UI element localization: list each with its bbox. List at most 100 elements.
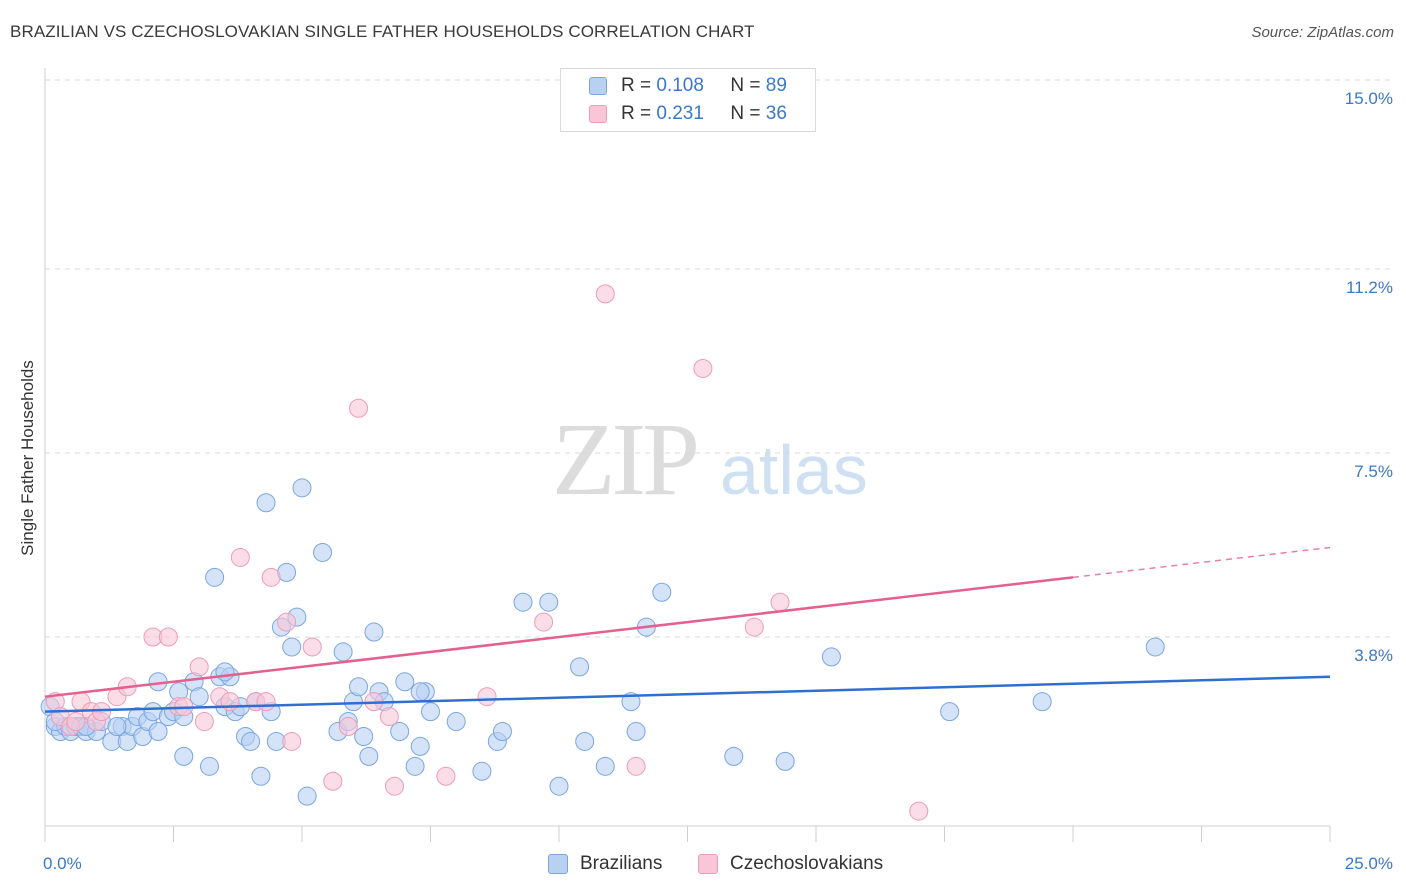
czechoslovakian-point (595, 284, 615, 304)
x-tick-label: 0.0% (43, 854, 82, 873)
brazilian-point (410, 682, 430, 702)
brazilian-point (940, 702, 960, 722)
brazilian-point (313, 542, 333, 562)
brazilian-point (189, 687, 209, 707)
czechoslovakian-point (189, 657, 209, 677)
brazilian-point (199, 756, 219, 776)
brazilian-point (333, 642, 353, 662)
czechoslovakian-point (626, 756, 646, 776)
chart-title: BRAZILIAN VS CZECHOSLOVAKIAN SINGLE FATH… (10, 22, 755, 41)
czechoslovakian-point (261, 567, 281, 587)
brazilian-point (241, 731, 261, 751)
brazilian-point (549, 776, 569, 796)
brazilian-point (626, 722, 646, 742)
czechoslovakian-point (338, 717, 358, 737)
bottom-legend-brazilians: Brazilians (548, 851, 662, 877)
brazilian-point (405, 756, 425, 776)
y-tick-label: 3.8% (1354, 646, 1393, 665)
legend-n-label: N = (730, 75, 761, 96)
brazilian-point (395, 672, 415, 692)
brazilian-point (421, 702, 440, 722)
czechoslovakian-point (436, 766, 456, 786)
brazilian-trend-line (44, 675, 1331, 713)
brazilian-point (390, 722, 410, 742)
bottom-legend-swatch-brazilians (548, 854, 568, 874)
brazilian-point (724, 746, 744, 766)
czechoslovakian-point (744, 617, 764, 637)
czechoslovakian-point (256, 692, 276, 712)
brazilian-point (354, 726, 374, 746)
brazilian-point (652, 582, 672, 602)
legend-n-value: 36 (765, 103, 787, 124)
brazilian-point (570, 657, 590, 677)
bottom-legend-swatch-czechoslovakians (698, 854, 718, 874)
brazilian-point (539, 592, 559, 612)
czechoslovakian-point (693, 358, 713, 378)
source-label: Source: ZipAtlas.com (1251, 24, 1394, 41)
czechoslovakian-point (534, 612, 554, 632)
brazilian-point (364, 622, 384, 642)
czechoslovakian-trend-extension (1072, 546, 1331, 579)
czechoslovakian-point (385, 776, 405, 796)
czechoslovakian-point (66, 712, 86, 732)
brazilian-point (107, 717, 127, 737)
czechoslovakian-point (282, 731, 302, 751)
y-tick-label: 11.2% (1346, 278, 1393, 297)
brazilian-point (292, 478, 312, 498)
bottom-legend-label-czechoslovakians: Czechoslovakians (730, 853, 884, 874)
brazilian-point (1032, 692, 1052, 712)
brazilian-point (513, 592, 533, 612)
legend-r-value: 0.231 (656, 103, 704, 124)
legend-n-label: N = (730, 103, 761, 124)
legend-r-label: R = (621, 103, 652, 124)
brazilian-point (349, 677, 369, 697)
brazilian-point (1145, 637, 1165, 657)
legend-r-label: R = (621, 75, 652, 96)
y-tick-label: 7.5% (1354, 462, 1393, 481)
watermark-zip: ZIP (552, 402, 700, 517)
brazilian-point (472, 761, 492, 781)
brazilian-point (215, 662, 235, 682)
czechoslovakian-point (230, 547, 250, 567)
brazilian-point (359, 746, 379, 766)
czechoslovakian-point (92, 702, 112, 722)
y-tick-label: 15.0% (1345, 89, 1393, 108)
legend-n-value: 89 (765, 75, 787, 96)
brazilian-point (446, 712, 466, 732)
czechoslovakian-point (194, 712, 214, 732)
legend-row-czechoslovakians: R = 0.231 N = 36 (561, 101, 787, 127)
czechoslovakian-point (379, 707, 399, 727)
brazilian-point (148, 722, 168, 742)
legend-r-value: 0.108 (656, 75, 704, 96)
brazilian-point (621, 692, 641, 712)
czechoslovakian-point (909, 801, 929, 821)
brazilian-point (251, 766, 271, 786)
legend-swatch-brazilians (589, 77, 607, 95)
x-tick-label: 25.0% (1345, 854, 1393, 873)
brazilian-point (205, 567, 225, 587)
brazilian-point (174, 746, 194, 766)
czechoslovakian-point (277, 612, 297, 632)
brazilian-point (575, 731, 595, 751)
bottom-legend-czechoslovakians: Czechoslovakians (698, 851, 883, 877)
brazilian-point (256, 493, 276, 513)
czechoslovakian-point (302, 637, 322, 657)
czechoslovakian-trend-line (44, 576, 1074, 698)
brazilian-point (821, 647, 841, 667)
czechoslovakian-point (349, 398, 369, 418)
czechoslovakian-point (477, 687, 497, 707)
czechoslovakian-point (770, 592, 790, 612)
brazilian-point (492, 722, 512, 742)
brazilian-point (410, 736, 430, 756)
brazilian-point (595, 756, 615, 776)
legend-swatch-czechoslovakians (589, 105, 607, 123)
czechoslovakian-point (158, 627, 178, 647)
brazilian-point (775, 751, 795, 771)
legend-row-brazilians: R = 0.108 N = 89 (561, 73, 787, 99)
brazilian-point (282, 637, 302, 657)
brazilian-point (297, 786, 317, 806)
bottom-legend-label-brazilians: Brazilians (580, 853, 663, 874)
stats-legend: R = 0.108 N = 89 R = 0.231 N = 36 (560, 68, 816, 132)
watermark-atlas: atlas (720, 431, 868, 509)
